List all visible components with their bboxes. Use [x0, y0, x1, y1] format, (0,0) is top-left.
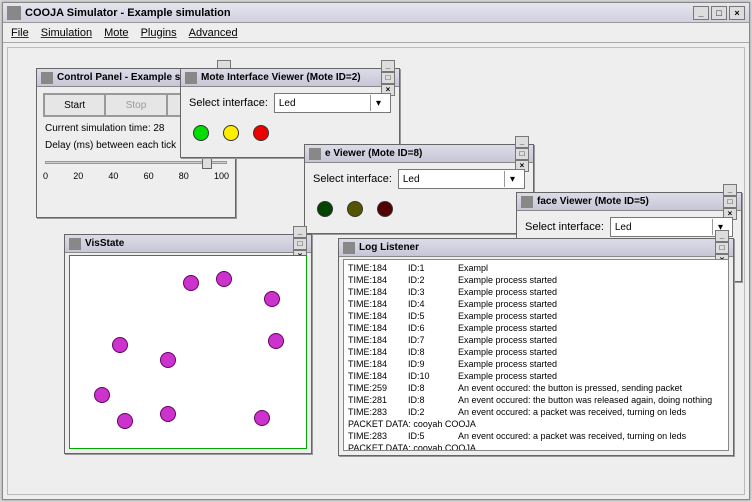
log-body: TIME:184ID:1ExamplTIME:184ID:2Example pr…	[343, 259, 729, 451]
log-titlebar[interactable]: Log Listener _ □ ×	[339, 239, 733, 257]
iface-select-row: Select interface: Led▾	[181, 87, 399, 119]
max-icon[interactable]: □	[381, 72, 395, 84]
window-icon	[41, 72, 53, 84]
window-icon	[69, 238, 81, 250]
visstate-window: VisState _ □ ×	[64, 234, 312, 454]
iface-titlebar[interactable]: e Viewer (Mote ID=8)_□×	[305, 145, 533, 163]
main-window: COOJA Simulator - Example simulation _ □…	[2, 2, 750, 500]
start-button[interactable]: Start	[44, 94, 105, 116]
max-icon[interactable]: □	[293, 238, 307, 250]
select-label: Select interface:	[313, 173, 392, 185]
window-icon	[521, 196, 533, 208]
select-label: Select interface:	[189, 97, 268, 109]
min-icon[interactable]: _	[723, 184, 737, 196]
visstate-title: VisState	[85, 238, 124, 249]
led-panel	[305, 195, 533, 227]
log-row: TIME:184ID:3Example process started	[348, 286, 724, 298]
mote-node[interactable]	[254, 410, 270, 426]
close-icon[interactable]: ×	[729, 6, 745, 20]
log-listener-window: Log Listener _ □ × TIME:184ID:1ExamplTIM…	[338, 238, 734, 456]
slider-tick: 60	[144, 171, 154, 181]
interface-select[interactable]: Led▾	[274, 93, 391, 113]
slider-tick: 80	[179, 171, 189, 181]
slider-tick: 40	[108, 171, 118, 181]
log-row: TIME:184ID:5Example process started	[348, 310, 724, 322]
stop-button: Stop	[105, 94, 166, 116]
iface-titlebar[interactable]: face Viewer (Mote ID=5)_□×	[517, 193, 741, 211]
main-titlebar: COOJA Simulator - Example simulation _ □…	[3, 3, 749, 23]
chevron-down-icon: ▾	[370, 95, 386, 111]
log-row: TIME:184ID:8Example process started	[348, 346, 724, 358]
control-panel-title: Control Panel - Example sim	[57, 72, 192, 83]
max-icon[interactable]: □	[515, 148, 529, 160]
log-row: TIME:184ID:1Exampl	[348, 262, 724, 274]
slider-tick: 100	[214, 171, 229, 181]
log-title: Log Listener	[359, 242, 419, 253]
log-row: PACKET DATA: cooyah COOJA	[348, 418, 724, 430]
led-icon	[377, 201, 393, 217]
iface-titlebar[interactable]: Mote Interface Viewer (Mote ID=2)_□×	[181, 69, 399, 87]
window-icon	[343, 242, 355, 254]
log-row: TIME:184ID:6Example process started	[348, 322, 724, 334]
led-icon	[223, 125, 239, 141]
mote-node[interactable]	[160, 352, 176, 368]
slider-ticks: 0 20 40 60 80 100	[37, 171, 235, 185]
maximize-icon[interactable]: □	[711, 6, 727, 20]
window-icon	[309, 148, 321, 160]
visstate-titlebar[interactable]: VisState _ □ ×	[65, 235, 311, 253]
iface-title: e Viewer (Mote ID=8)	[325, 148, 422, 159]
select-label: Select interface:	[525, 221, 604, 233]
iface-title: Mote Interface Viewer (Mote ID=2)	[201, 72, 361, 83]
mote-node[interactable]	[216, 271, 232, 287]
minimize-icon[interactable]: _	[693, 6, 709, 20]
min-icon[interactable]: _	[293, 226, 307, 238]
menu-file[interactable]: File	[11, 27, 29, 39]
iface-title: face Viewer (Mote ID=5)	[537, 196, 649, 207]
min-icon[interactable]: _	[715, 230, 729, 242]
log-row: TIME:281ID:8An event occured: the button…	[348, 394, 724, 406]
log-row: TIME:184ID:10Example process started	[348, 370, 724, 382]
max-icon[interactable]: □	[723, 196, 737, 208]
app-icon	[7, 6, 21, 20]
mote-node[interactable]	[117, 413, 133, 429]
mote-node[interactable]	[94, 387, 110, 403]
log-row: PACKET DATA: cooyah COOJA	[348, 442, 724, 451]
menu-advanced[interactable]: Advanced	[189, 27, 238, 39]
log-row: TIME:184ID:7Example process started	[348, 334, 724, 346]
led-icon	[253, 125, 269, 141]
mote-node[interactable]	[264, 291, 280, 307]
log-row: TIME:184ID:4Example process started	[348, 298, 724, 310]
mote-node[interactable]	[160, 406, 176, 422]
menu-simulation[interactable]: Simulation	[41, 27, 92, 39]
interface-select[interactable]: Led▾	[398, 169, 525, 189]
slider-tick: 20	[73, 171, 83, 181]
window-icon	[185, 72, 197, 84]
menu-plugins[interactable]: Plugins	[141, 27, 177, 39]
log-row: TIME:283ID:2An event occured: a packet w…	[348, 406, 724, 418]
iface-select-row: Select interface: Led▾	[305, 163, 533, 195]
led-icon	[193, 125, 209, 141]
app-title: COOJA Simulator - Example simulation	[25, 7, 231, 19]
log-row: TIME:184ID:2Example process started	[348, 274, 724, 286]
chevron-down-icon: ▾	[504, 171, 520, 187]
max-icon[interactable]: □	[715, 242, 729, 254]
led-icon	[317, 201, 333, 217]
mote-node[interactable]	[112, 337, 128, 353]
log-row: TIME:184ID:9Example process started	[348, 358, 724, 370]
mote-interface-viewer: e Viewer (Mote ID=8)_□×Select interface:…	[304, 144, 534, 234]
led-icon	[347, 201, 363, 217]
slider-tick: 0	[43, 171, 48, 181]
min-icon[interactable]: _	[381, 60, 395, 72]
mote-node[interactable]	[268, 333, 284, 349]
mote-node[interactable]	[183, 275, 199, 291]
vis-canvas[interactable]	[69, 255, 307, 449]
workspace: Control Panel - Example sim _ □ × Start …	[7, 47, 745, 495]
log-row: TIME:259ID:8An event occured: the button…	[348, 382, 724, 394]
min-icon[interactable]: _	[515, 136, 529, 148]
menubar: File Simulation Mote Plugins Advanced	[3, 23, 749, 43]
log-row: TIME:283ID:5An event occured: a packet w…	[348, 430, 724, 442]
menu-mote[interactable]: Mote	[104, 27, 128, 39]
